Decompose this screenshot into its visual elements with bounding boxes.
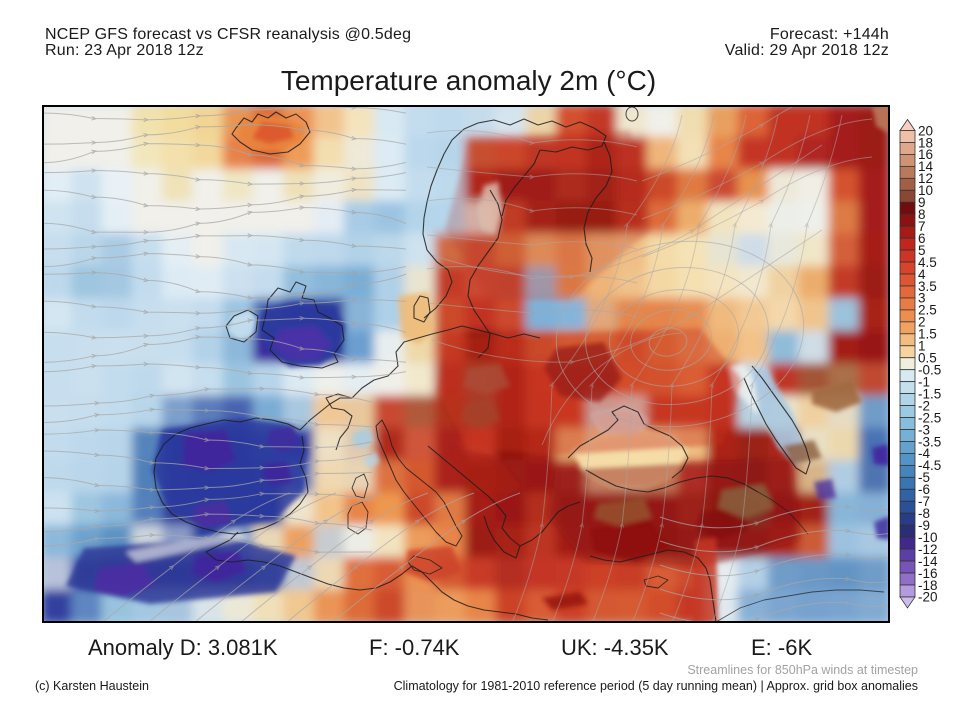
svg-text:4.5: 4.5	[918, 255, 937, 270]
svg-text:0.5: 0.5	[918, 351, 937, 366]
svg-text:3.5: 3.5	[918, 279, 937, 294]
svg-text:4: 4	[918, 267, 926, 282]
svg-text:10: 10	[918, 183, 933, 198]
svg-text:-3.5: -3.5	[918, 434, 941, 449]
svg-text:-1.5: -1.5	[918, 386, 941, 401]
svg-text:-0.5: -0.5	[918, 363, 941, 378]
svg-text:-4: -4	[918, 446, 930, 461]
svg-text:1: 1	[918, 339, 926, 354]
svg-text:-8: -8	[918, 506, 930, 521]
svg-text:-4.5: -4.5	[918, 458, 941, 473]
svg-text:-1: -1	[918, 374, 930, 389]
svg-text:12: 12	[918, 171, 933, 186]
svg-text:-2.5: -2.5	[918, 410, 941, 425]
svg-text:-2: -2	[918, 398, 930, 413]
svg-text:20: 20	[918, 123, 933, 138]
svg-text:8: 8	[918, 207, 926, 222]
svg-text:-5: -5	[918, 470, 930, 485]
svg-text:2.5: 2.5	[918, 303, 937, 318]
svg-text:2: 2	[918, 315, 926, 330]
svg-text:-12: -12	[918, 542, 938, 557]
svg-text:9: 9	[918, 195, 926, 210]
svg-text:-6: -6	[918, 482, 930, 497]
svg-text:-3: -3	[918, 422, 930, 437]
svg-text:-9: -9	[918, 518, 930, 533]
svg-text:-16: -16	[918, 566, 938, 581]
svg-text:-10: -10	[918, 530, 938, 545]
svg-text:1.5: 1.5	[918, 327, 937, 342]
svg-text:-14: -14	[918, 554, 938, 569]
svg-text:18: 18	[918, 135, 933, 150]
svg-text:14: 14	[918, 159, 934, 174]
svg-text:3: 3	[918, 291, 926, 306]
svg-text:-18: -18	[918, 578, 938, 593]
svg-text:7: 7	[918, 219, 926, 234]
svg-text:5: 5	[918, 243, 926, 258]
svg-text:6: 6	[918, 231, 926, 246]
svg-text:16: 16	[918, 147, 933, 162]
svg-text:-7: -7	[918, 494, 930, 509]
svg-text:-20: -20	[918, 590, 938, 605]
